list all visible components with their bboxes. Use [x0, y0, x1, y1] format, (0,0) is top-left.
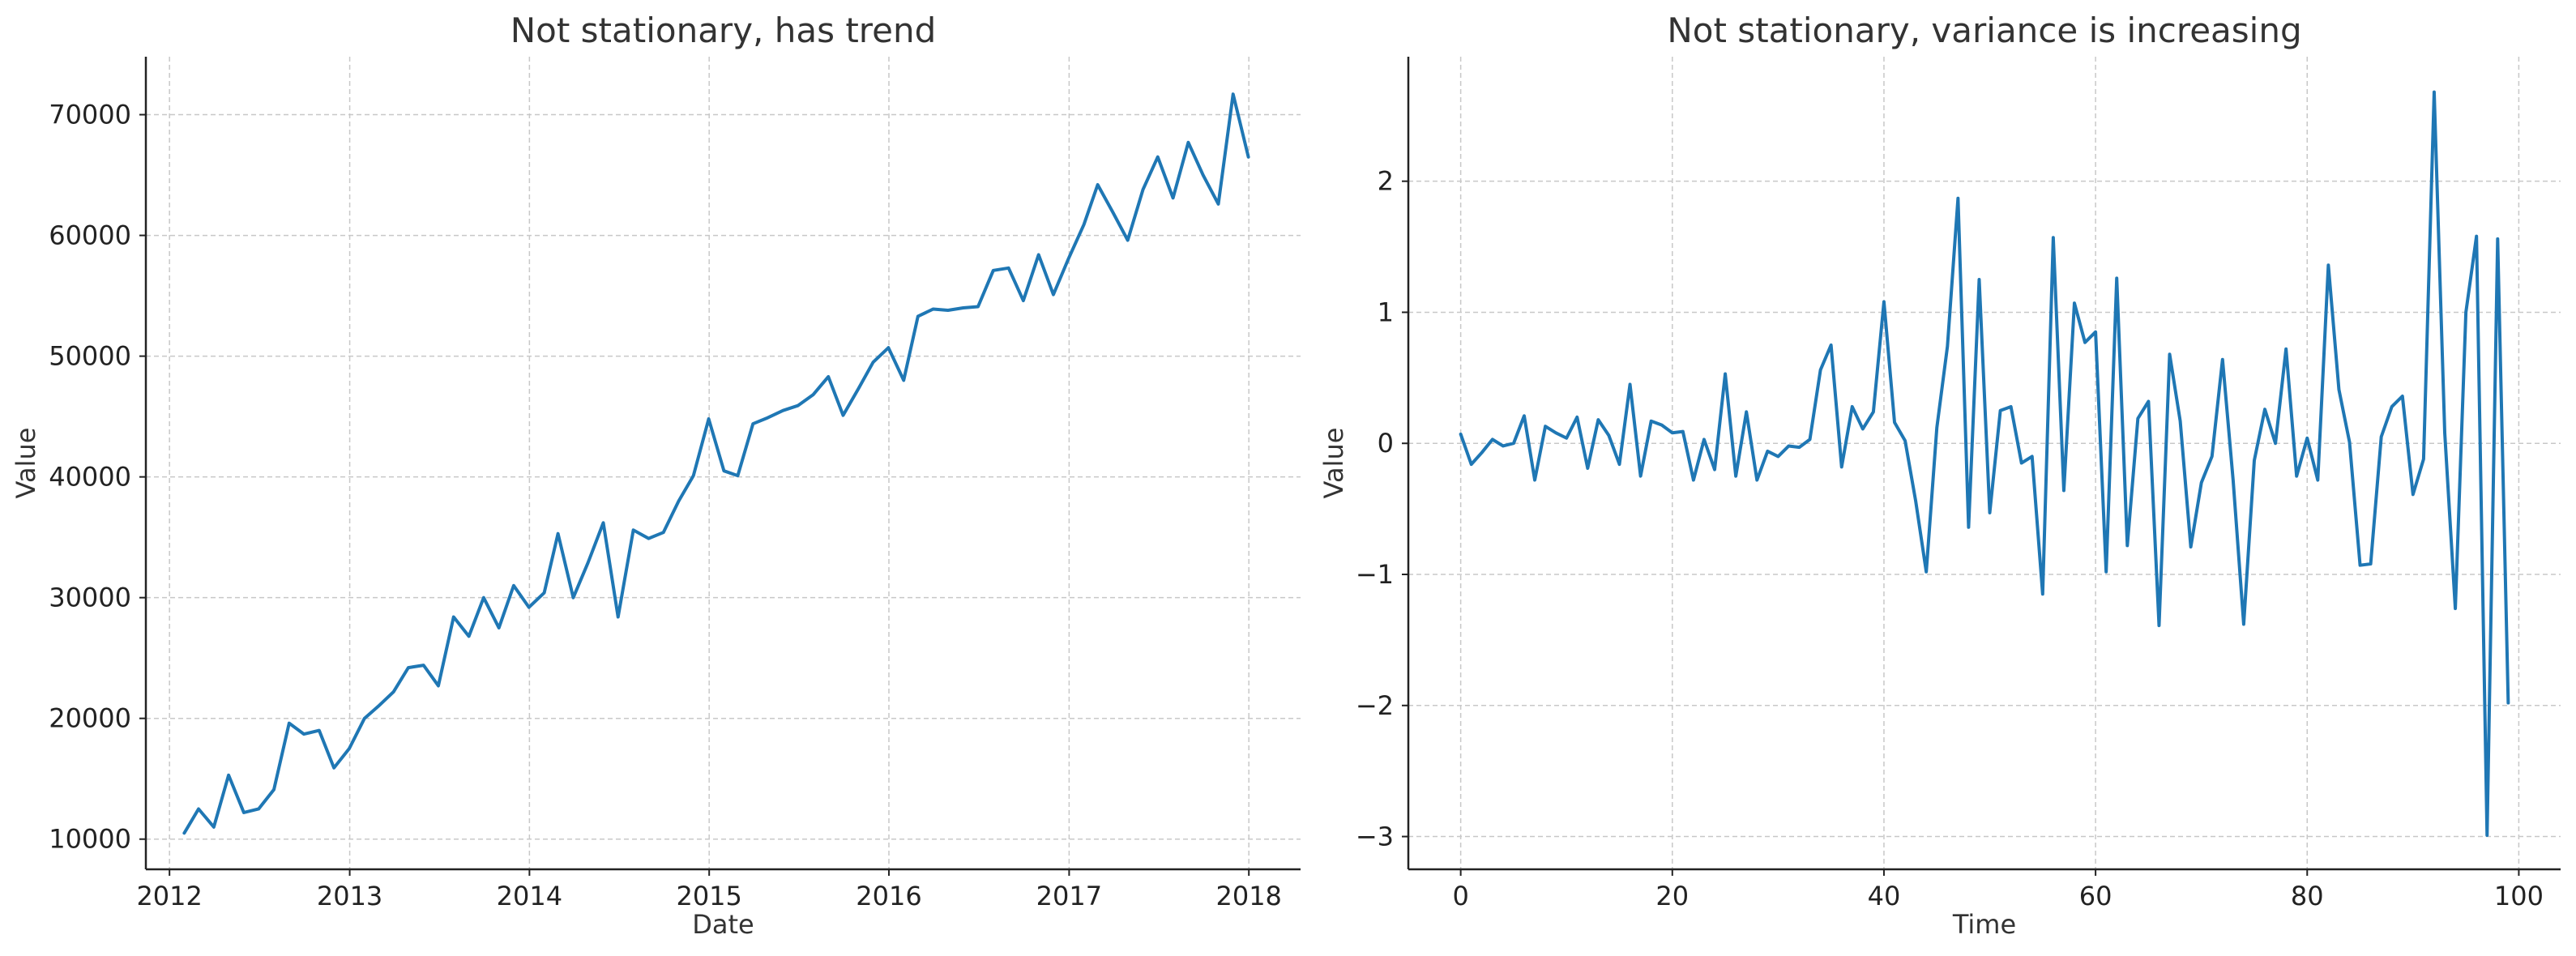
- variance-y-tick-label: 1: [1378, 297, 1394, 327]
- trend-x-tick-label: 2016: [856, 881, 921, 911]
- trend-y-tick-label: 60000: [49, 220, 131, 251]
- variance-x-tick-label: 40: [1868, 881, 1901, 911]
- trend-x-tick-label: 2013: [317, 881, 382, 911]
- trend-x-tick-label: 2015: [676, 881, 741, 911]
- trend-y-tick-label: 20000: [49, 703, 131, 734]
- trend-y-tick-label: 70000: [49, 100, 131, 130]
- trend-chart-panel: 2012 2013 2014 2015 2016 2017 2018 10000 20000 30…: [11, 11, 1301, 940]
- trend-x-tick-label: 2018: [1215, 881, 1281, 911]
- trend-y-tick-label: 50000: [49, 341, 131, 372]
- trend-series-line: [182, 92, 1250, 835]
- variance-series-line: [1459, 90, 2510, 837]
- variance-y-tick-label: −3: [1356, 822, 1394, 852]
- trend-y-tick-label: 30000: [49, 583, 131, 613]
- variance-y-axis-label: Value: [1318, 428, 1349, 499]
- variance-y-tick-label: −1: [1356, 559, 1394, 590]
- variance-x-tick-label: 0: [1452, 881, 1468, 911]
- variance-y-tick-label: 2: [1378, 166, 1394, 197]
- variance-x-axis-label: Time: [1952, 909, 2016, 940]
- variance-x-tick-label: 100: [2494, 881, 2544, 911]
- trend-y-axis-label: Value: [11, 428, 41, 499]
- trend-y-tick-label: 10000: [49, 824, 131, 855]
- variance-chart-title: Not stationary, variance is increasing: [1667, 11, 2301, 50]
- trend-x-tick-label: 2012: [136, 881, 202, 911]
- variance-y-tick-label: 0: [1378, 428, 1394, 459]
- trend-x-axis-label: Date: [692, 909, 754, 940]
- variance-x-tick-label: 80: [2291, 881, 2324, 911]
- variance-y-tick-label: −2: [1356, 690, 1394, 721]
- trend-chart-title: Not stationary, has trend: [511, 11, 937, 50]
- variance-x-tick-label: 20: [1655, 881, 1689, 911]
- variance-x-tick-label: 60: [2079, 881, 2112, 911]
- trend-x-tick-label: 2014: [497, 881, 562, 911]
- variance-chart-panel: 0 20 40 60 80 100 −3 −2 −1 0 1 2 Not stationary, var…: [1318, 11, 2561, 940]
- trend-x-tick-label: 2017: [1036, 881, 1102, 911]
- trend-y-tick-label: 40000: [49, 462, 131, 493]
